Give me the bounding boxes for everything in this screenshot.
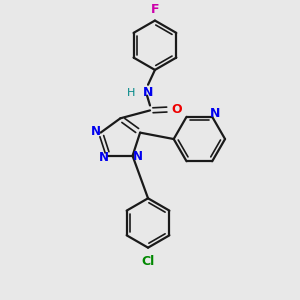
Text: F: F	[151, 3, 159, 16]
Text: N: N	[143, 86, 154, 99]
Text: N: N	[91, 125, 101, 138]
Text: O: O	[171, 103, 182, 116]
Text: N: N	[99, 151, 109, 164]
Text: N: N	[133, 150, 142, 163]
Text: N: N	[210, 107, 220, 120]
Text: H: H	[127, 88, 135, 98]
Text: Cl: Cl	[141, 255, 155, 268]
